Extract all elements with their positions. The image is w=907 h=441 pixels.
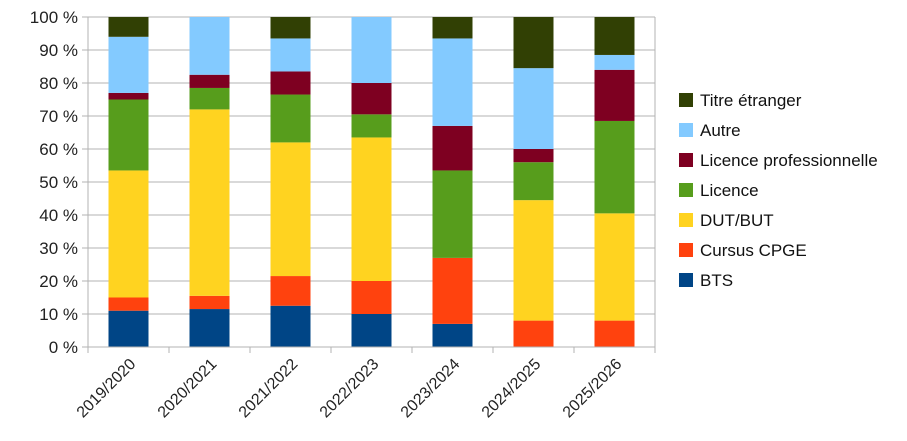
bar-segment	[432, 323, 473, 347]
bar-segment	[189, 295, 230, 310]
bar-segment	[189, 309, 230, 347]
y-tick-label: 60 %	[39, 140, 78, 159]
bar-segment	[432, 257, 473, 324]
bars	[108, 17, 635, 347]
x-tick-label: 2025/2026	[560, 356, 626, 422]
bar-segment	[270, 71, 311, 95]
x-tick-label: 2024/2025	[479, 356, 545, 422]
legend-label: Licence professionnelle	[700, 151, 878, 170]
bar-segment	[351, 83, 392, 115]
bar-segment	[351, 17, 392, 83]
bar-segment	[513, 162, 554, 201]
legend-label: Cursus CPGE	[700, 241, 807, 260]
legend-label: Autre	[700, 121, 741, 140]
legend-swatch	[679, 213, 693, 227]
bar-segment	[270, 276, 311, 306]
bar-segment	[108, 92, 149, 100]
y-tick-label: 80 %	[39, 74, 78, 93]
y-tick-label: 70 %	[39, 107, 78, 126]
legend-swatch	[679, 93, 693, 107]
bar-segment	[594, 120, 635, 214]
bar-segment	[513, 17, 554, 69]
bar-segment	[351, 314, 392, 347]
bar-segment	[513, 200, 554, 321]
bar-segment	[189, 109, 230, 296]
legend-label: DUT/BUT	[700, 211, 774, 230]
bar-segment	[108, 310, 149, 347]
y-tick-label: 0 %	[49, 338, 78, 357]
bar-segment	[108, 297, 149, 311]
legend-swatch	[679, 243, 693, 257]
bar-segment	[594, 17, 635, 55]
bar-segment	[189, 87, 230, 110]
bar-segment	[351, 114, 392, 138]
x-tick-label: 2023/2024	[398, 356, 464, 422]
bar-segment	[108, 17, 149, 37]
x-tick-label: 2019/2020	[74, 356, 140, 422]
bar-segment	[432, 125, 473, 171]
legend-label: Titre étranger	[700, 91, 802, 110]
x-tick-label: 2022/2023	[317, 356, 383, 422]
bar-segment	[513, 149, 554, 163]
y-tick-label: 40 %	[39, 206, 78, 225]
legend-swatch	[679, 273, 693, 287]
bar-segment	[594, 320, 635, 347]
y-tick-label: 50 %	[39, 173, 78, 192]
legend-label: BTS	[700, 271, 733, 290]
bar-segment	[270, 17, 311, 39]
legend-swatch	[679, 183, 693, 197]
bar-segment	[432, 38, 473, 126]
bar-segment	[108, 36, 149, 93]
bar-segment	[594, 54, 635, 70]
bar-segment	[270, 38, 311, 72]
y-tick-label: 100 %	[30, 8, 78, 27]
bar-segment	[189, 17, 230, 75]
bar-segment	[351, 281, 392, 314]
bar-segment	[513, 68, 554, 149]
y-tick-label: 30 %	[39, 239, 78, 258]
y-tick-label: 20 %	[39, 272, 78, 291]
legend-swatch	[679, 153, 693, 167]
legend-swatch	[679, 123, 693, 137]
bar-segment	[108, 99, 149, 171]
bar-segment	[594, 69, 635, 121]
x-tick-label: 2020/2021	[155, 356, 221, 422]
bar-segment	[108, 170, 149, 298]
bar-segment	[351, 137, 392, 281]
bar-segment	[432, 170, 473, 258]
y-tick-label: 10 %	[39, 305, 78, 324]
legend-label: Licence	[700, 181, 759, 200]
bar-segment	[270, 142, 311, 277]
bar-segment	[513, 320, 554, 347]
legend: Titre étranger Autre Licence professionnel…	[679, 91, 878, 290]
bar-segment	[189, 74, 230, 88]
bar-segment	[270, 305, 311, 347]
bar-segment	[270, 94, 311, 143]
bar-segment	[432, 17, 473, 39]
x-tick-label: 2021/2022	[236, 356, 302, 422]
bar-segment	[594, 213, 635, 321]
y-tick-label: 90 %	[39, 41, 78, 60]
